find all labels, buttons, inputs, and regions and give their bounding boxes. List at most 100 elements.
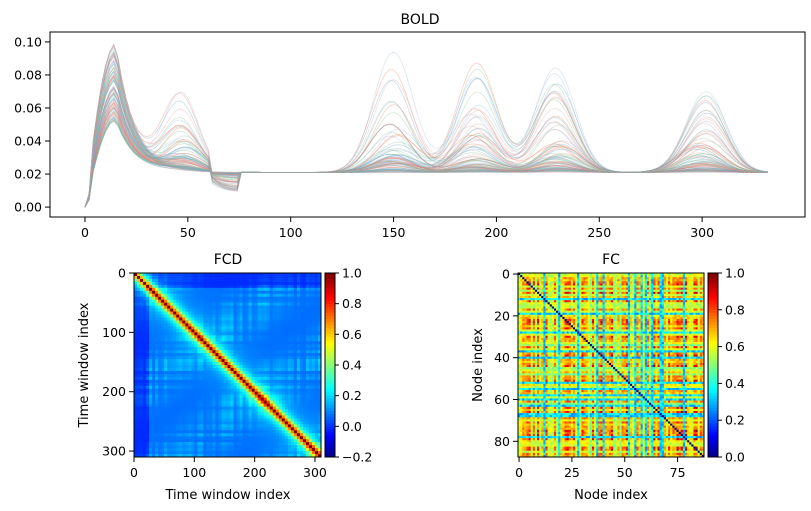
- fc-cell: [672, 283, 675, 286]
- fcd-cell: [257, 273, 262, 277]
- fc-cell: [655, 291, 658, 295]
- fcd-cell: [146, 281, 150, 286]
- fcd-cell: [206, 367, 210, 372]
- fcd-cell: [269, 442, 274, 446]
- fcd-cell: [143, 397, 147, 402]
- fc-cell: [585, 281, 589, 284]
- fcd-cell: [293, 406, 298, 410]
- fcd-cell: [230, 299, 234, 304]
- fcd-cell: [269, 290, 274, 295]
- fcd-cell: [245, 273, 250, 277]
- fc-cell: [693, 285, 696, 288]
- fc-cell: [524, 275, 527, 278]
- fc-cell: [532, 279, 536, 282]
- fc-cell: [653, 285, 656, 288]
- fcd-cell: [155, 341, 159, 345]
- fcd-cell: [149, 344, 153, 348]
- fcd-cell: [134, 311, 138, 315]
- fcd-cell: [251, 299, 256, 304]
- fcd-cell: [161, 335, 165, 339]
- fc-cell: [659, 279, 663, 282]
- fcd-cell: [203, 323, 207, 327]
- fcd-cell: [227, 287, 231, 292]
- fcd-cell: [143, 430, 147, 434]
- fcd-cell: [212, 290, 216, 295]
- fc-cell: [528, 291, 531, 295]
- fcd-cell: [272, 281, 277, 286]
- fcd-cell: [299, 299, 304, 304]
- fcd-cell: [206, 281, 210, 286]
- fcd-cell: [248, 353, 253, 357]
- fcd-cell: [278, 415, 283, 419]
- fcd-cell: [278, 397, 283, 402]
- fcd-cell: [242, 317, 246, 321]
- fcd-cell: [317, 362, 322, 366]
- fcd-cell: [257, 403, 262, 407]
- fcd-cell: [188, 442, 192, 446]
- fcd-cell: [152, 454, 156, 458]
- fc-cell: [598, 279, 601, 282]
- fcd-cell: [158, 412, 162, 416]
- fcd-colorbar: 1.00.80.60.40.20.0−0.2: [324, 266, 372, 465]
- fcd-cell: [137, 373, 141, 378]
- fc-cell: [657, 291, 660, 295]
- fcd-cell: [278, 370, 283, 375]
- bold-series-line: [84, 66, 768, 208]
- fcd-cell: [227, 356, 231, 360]
- fcd-cell: [305, 362, 310, 366]
- fc-cell: [682, 283, 686, 286]
- fc-cell: [534, 291, 538, 295]
- fcd-cell: [278, 365, 283, 369]
- fcd-cell: [137, 376, 141, 381]
- fcd-cell: [185, 273, 189, 277]
- fcd-cell: [311, 418, 316, 422]
- fcd-cell: [251, 356, 256, 360]
- fcd-cell: [275, 409, 280, 413]
- fc-cell: [524, 289, 527, 293]
- fcd-cell: [263, 385, 268, 390]
- fcd-colorbar-segment: [325, 417, 335, 421]
- fcd-cell: [170, 442, 174, 446]
- fcd-cell: [212, 370, 216, 375]
- fcd-cell: [206, 287, 210, 292]
- fcd-cell: [311, 329, 316, 333]
- fcd-cell: [206, 338, 210, 342]
- fcd-cell: [254, 278, 259, 283]
- fcd-cell: [188, 299, 192, 304]
- fcd-cell: [140, 439, 144, 443]
- fcd-cell: [146, 326, 150, 330]
- fcd-cell: [224, 451, 228, 455]
- fc-cell: [560, 283, 563, 286]
- bold-series-line: [84, 67, 769, 208]
- fcd-cell: [173, 335, 177, 339]
- fcd-colorbar-segment: [325, 279, 335, 283]
- fcd-cell: [143, 403, 147, 407]
- fcd-cell: [140, 302, 144, 307]
- fcd-cell: [227, 344, 231, 348]
- fcd-cell: [230, 365, 234, 369]
- fcd-cell: [146, 341, 150, 345]
- fcd-cell: [227, 451, 231, 455]
- fcd-cell: [185, 284, 189, 289]
- fcd-cell: [257, 308, 262, 312]
- fcd-cell: [221, 356, 225, 360]
- fcd-cell: [221, 406, 225, 410]
- bold-series-line: [84, 118, 769, 208]
- fcd-cell: [263, 326, 268, 330]
- fc-cell: [636, 291, 639, 295]
- fcd-cell: [215, 400, 219, 404]
- fc-cell: [558, 293, 561, 297]
- fcd-cell: [152, 397, 156, 402]
- fcd-cell: [284, 409, 289, 413]
- fcd-cell: [164, 341, 168, 345]
- fcd-cell: [158, 397, 162, 402]
- fcd-cell: [287, 290, 292, 295]
- fcd-cell: [257, 284, 262, 289]
- fc-cell: [524, 279, 527, 282]
- fc-cell: [636, 289, 639, 293]
- fcd-cell: [170, 436, 174, 440]
- fc-cell: [695, 281, 698, 284]
- fcd-cell: [275, 326, 280, 330]
- fcd-cell: [203, 433, 207, 437]
- fcd-cell: [230, 314, 234, 318]
